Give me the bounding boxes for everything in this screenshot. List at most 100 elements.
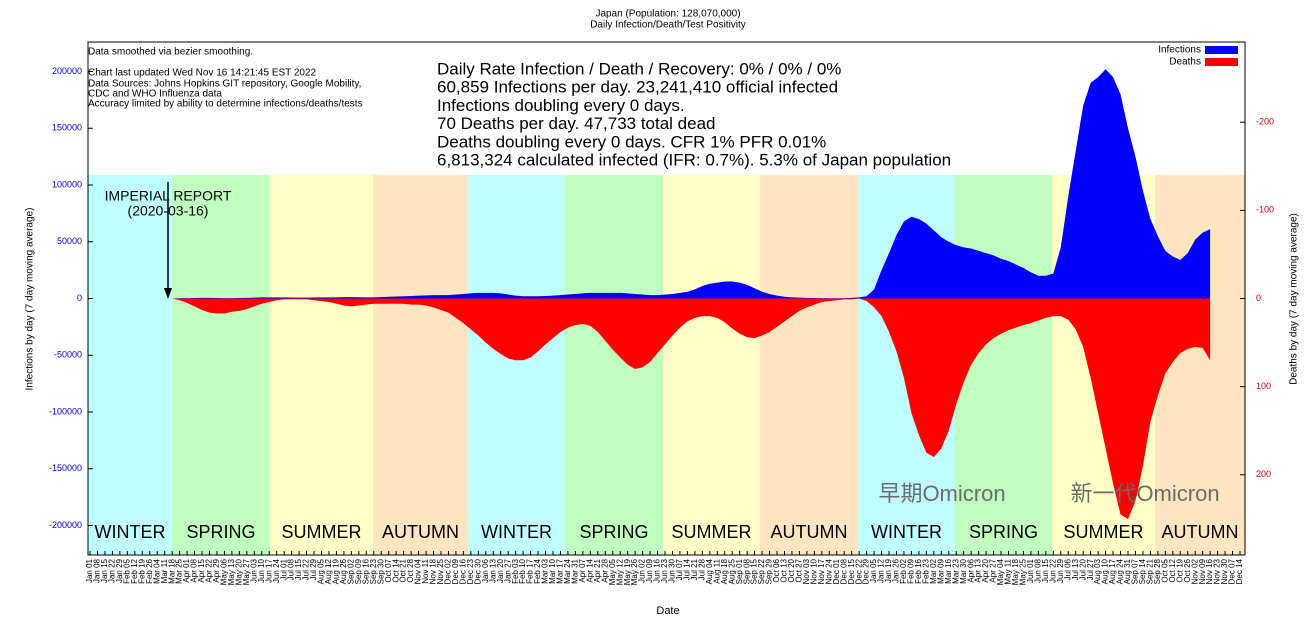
x-tick-label: Oct 12 (1168, 558, 1177, 582)
x-tick-label: Feb 17 (526, 558, 535, 583)
y2-tick-label: 100 (1256, 381, 1271, 391)
season-label: AUTUMN (771, 522, 848, 542)
y2-tick-label: 0 (1256, 293, 1261, 303)
x-tick-label: Sep 09 (354, 558, 363, 584)
y2-tick-label: -200 (1256, 117, 1274, 127)
x-tick-label: Mar 25 (175, 558, 184, 583)
season-band (663, 175, 760, 555)
season-label: WINTER (95, 522, 166, 542)
x-tick-label: Dec 16 (458, 558, 467, 584)
x-tick-label: Nov 11 (421, 558, 430, 583)
x-tick-label: Aug 11 (712, 558, 721, 583)
y2-tick-label: -100 (1256, 205, 1274, 215)
x-axis-label: Date (656, 605, 679, 617)
x-tick-label: May 05 (608, 558, 617, 585)
x-tick-label: Apr 21 (593, 558, 602, 582)
overlay-label: 新一代Omicron (1070, 481, 1219, 506)
x-tick-label: Sep 22 (757, 558, 766, 584)
x-tick-label: May 20 (234, 558, 243, 585)
season-label: SPRING (186, 522, 255, 542)
season-band (760, 175, 858, 555)
x-tick-label: Feb 26 (145, 558, 154, 583)
x-tick-label: Oct 13 (780, 558, 789, 582)
x-tick-label: Apr 28 (600, 558, 609, 582)
x-tick-label: Sep 21 (1145, 558, 1154, 584)
legend-swatch (1205, 46, 1238, 54)
x-tick-label: Jan 12 (877, 558, 886, 583)
x-tick-label: Jun 10 (257, 558, 266, 583)
x-tick-label: Aug 31 (1123, 558, 1132, 584)
y-tick-label: 50000 (57, 236, 82, 246)
x-tick-label: Jul 13 (1071, 558, 1080, 580)
season-label: SPRING (969, 522, 1038, 542)
x-tick-label: Jun 03 (249, 558, 258, 583)
x-tick-label: Nov 25 (436, 558, 445, 584)
x-tick-label: Aug 05 (317, 558, 326, 584)
x-tick-label: Jun 08 (1033, 558, 1042, 583)
x-tick-label: Sep 01 (735, 558, 744, 584)
x-tick-label: Sep 02 (346, 558, 355, 584)
stat-line: 60,859 Infections per day. 23,241,410 of… (437, 78, 838, 97)
area (90, 298, 1211, 519)
annotation: (2020-03-16) (128, 203, 209, 219)
y2-axis-label: Deaths by day (7 day moving average) (1289, 213, 1300, 385)
x-tick-label: Jul 20 (1078, 558, 1087, 580)
x-tick-label: Feb 12 (130, 558, 139, 583)
x-tick-label: Jul 29 (309, 558, 318, 580)
season-band (565, 175, 663, 555)
x-tick-label: Mar 30 (959, 558, 968, 583)
x-tick-label: Aug 03 (1093, 558, 1102, 584)
y-tick-label: 0 (77, 293, 82, 303)
x-tick-label: Feb 23 (921, 558, 930, 583)
x-tick-label: Sep 14 (1138, 558, 1147, 584)
x-tick-label: Aug 19 (332, 558, 341, 584)
x-tick-label: Nov 02 (1190, 558, 1199, 584)
x-tick-label: May 06 (220, 558, 229, 585)
chart-title: Japan (Population: 128,070,000) (595, 9, 740, 20)
x-tick-label: Apr 08 (190, 558, 199, 582)
x-tick-label: Sep 16 (361, 558, 370, 584)
season-band (88, 175, 172, 555)
x-tick-label: Sep 28 (1153, 558, 1162, 584)
x-tick-label: Apr 01 (182, 558, 191, 582)
x-tick-label: Aug 25 (727, 558, 736, 584)
x-tick-label: Jul 21 (690, 558, 699, 580)
x-tick-label: Jun 09 (645, 558, 654, 583)
x-tick-label: Oct 19 (1175, 558, 1184, 582)
x-tick-label: Apr 27 (989, 558, 998, 582)
x-tick-label: Dec 22 (854, 558, 863, 584)
x-tick-label: Sep 30 (376, 558, 385, 584)
x-tick-label: Jul 01 (279, 558, 288, 580)
season-label: WINTER (871, 522, 942, 542)
x-tick-label: May 26 (630, 558, 639, 585)
x-tick-label: Jan 08 (93, 558, 102, 583)
season-band (468, 175, 565, 555)
x-tick-label: Jun 16 (653, 558, 662, 583)
x-tick-label: Dec 23 (466, 558, 475, 584)
x-tick-label: Dec 30 (473, 558, 482, 584)
x-tick-label: Nov 04 (414, 558, 423, 584)
x-tick-label: Apr 20 (981, 558, 990, 582)
x-tick-label: Apr 14 (585, 558, 594, 582)
x-tick-label: Jun 15 (1041, 558, 1050, 583)
y-tick-label: -200000 (49, 520, 82, 530)
x-tick-label: Oct 27 (795, 558, 804, 582)
x-tick-label: Jan 22 (108, 558, 117, 583)
season-band (172, 175, 270, 555)
season-band (955, 175, 1052, 555)
x-tick-label: May 13 (227, 558, 236, 585)
x-tick-label: Apr 22 (205, 558, 214, 582)
x-tick-label: Sep 29 (765, 558, 774, 584)
x-tick-label: May 11 (1004, 558, 1013, 584)
season-label: SPRING (579, 522, 648, 542)
stat-line: Daily Rate Infection / Death / Recovery:… (437, 59, 841, 78)
stat-line: 70 Deaths per day. 47,733 total dead (437, 114, 716, 133)
x-tick-label: Jul 22 (302, 558, 311, 580)
x-tick-label: Jul 27 (1086, 558, 1095, 580)
x-tick-label: Aug 18 (720, 558, 729, 584)
x-tick-label: Nov 10 (809, 558, 818, 584)
x-tick-label: May 27 (242, 558, 251, 585)
x-tick-label: Jul 14 (683, 558, 692, 580)
x-tick-label: Jul 28 (697, 558, 706, 580)
